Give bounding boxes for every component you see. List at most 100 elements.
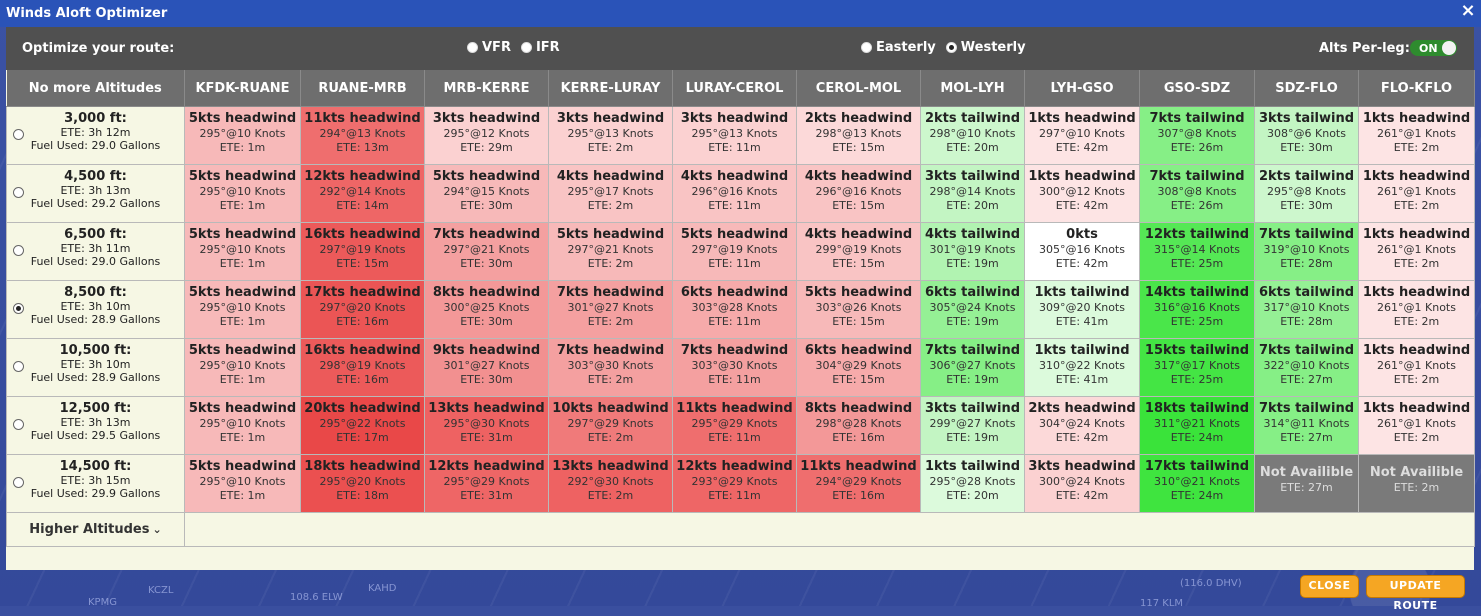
leg-cell: 1kts headwind 300°@12 Knots ETE: 42m <box>1024 164 1140 223</box>
wind-component: 6kts headwind <box>804 343 913 358</box>
higher-altitudes-button[interactable]: Higher Altitudes ⌄ <box>6 512 185 547</box>
update-route-button[interactable]: UPDATE ROUTE <box>1366 575 1465 612</box>
alts-per-leg-toggle[interactable]: ON <box>1410 40 1457 56</box>
altitude-radio[interactable] <box>13 419 24 430</box>
wind-detail: 314°@11 Knots <box>1263 417 1350 430</box>
altitude-cell[interactable]: 10,500 ft: ETE: 3h 10m Fuel Used: 28.9 Gal… <box>6 338 185 397</box>
altitude-cell[interactable]: 3,000 ft: ETE: 3h 12m Fuel Used: 29.0 Gall… <box>6 106 185 165</box>
altitude-ete: ETE: 3h 13m <box>60 416 131 429</box>
leg-ete: ETE: 2m <box>587 373 634 386</box>
leg-cell: 15kts tailwind 317°@17 Knots ETE: 25m <box>1139 338 1255 397</box>
wind-detail: 301°@27 Knots <box>567 301 654 314</box>
wind-component: 13kts headwind <box>428 401 545 416</box>
leg-cell: 1kts headwind 261°@1 Knots ETE: 2m <box>1358 164 1475 223</box>
wind-detail: 297°@19 Knots <box>319 243 406 256</box>
leg-cell: 2kts headwind 304°@24 Knots ETE: 42m <box>1024 396 1140 455</box>
leg-ete: ETE: 17m <box>336 431 389 444</box>
leg-ete: ETE: 30m <box>1280 141 1333 154</box>
wind-component: 4kts headwind <box>804 169 913 184</box>
altitude-cell[interactable]: 4,500 ft: ETE: 3h 13m Fuel Used: 29.2 Gall… <box>6 164 185 223</box>
wind-component: 7kts tailwind <box>1149 169 1245 184</box>
leg-ete: ETE: 25m <box>1170 315 1224 328</box>
wind-detail: 299°@19 Knots <box>815 243 902 256</box>
vfr-radio[interactable] <box>467 42 478 53</box>
wind-component: 4kts headwind <box>556 169 665 184</box>
leg-ete: ETE: 14m <box>336 199 389 212</box>
leg-cell: 6kts headwind 304°@29 Knots ETE: 15m <box>796 338 921 397</box>
leg-cell: 7kts tailwind 322°@10 Knots ETE: 27m <box>1254 338 1359 397</box>
wind-component: 9kts headwind <box>432 343 541 358</box>
wind-detail: 293°@29 Knots <box>691 475 778 488</box>
wind-detail: 298°@19 Knots <box>319 359 406 372</box>
no-more-altitudes-header[interactable]: No more Altitudes <box>6 70 185 107</box>
altitude-row: 3,000 ft: ETE: 3h 12m Fuel Used: 29.0 Gall… <box>6 106 1475 165</box>
altitude-cell[interactable]: 6,500 ft: ETE: 3h 11m Fuel Used: 29.0 Gall… <box>6 222 185 281</box>
wind-component: 8kts headwind <box>432 285 541 300</box>
wind-component: 3kts headwind <box>432 111 541 126</box>
altitude-radio[interactable] <box>13 245 24 256</box>
map-label: KCZL <box>148 585 174 596</box>
wind-component: 7kts tailwind <box>924 343 1021 358</box>
leg-cell: 3kts headwind 295°@13 Knots ETE: 2m <box>548 106 673 165</box>
close-icon[interactable]: × <box>1460 0 1476 21</box>
leg-cell: 3kts tailwind 298°@14 Knots ETE: 20m <box>920 164 1025 223</box>
altitude-label: 6,500 ft: <box>64 227 127 242</box>
altitude-radio[interactable] <box>13 187 24 198</box>
leg-cell-unavailable: Not Availible ETE: 27m <box>1254 454 1359 513</box>
leg-cell: 11kts headwind 295°@29 Knots ETE: 11m <box>672 396 797 455</box>
leg-cell: 9kts headwind 301°@27 Knots ETE: 30m <box>424 338 549 397</box>
leg-ete: ETE: 30m <box>460 257 513 270</box>
altitude-radio[interactable] <box>13 477 24 488</box>
wind-component: 18kts headwind <box>304 459 421 474</box>
wind-detail: 315°@14 Knots <box>1154 243 1240 256</box>
leg-header: CEROL-MOL <box>796 70 921 107</box>
leg-cell: 13kts headwind 295°@30 Knots ETE: 31m <box>424 396 549 455</box>
wind-component: 7kts tailwind <box>1258 401 1355 416</box>
wind-component: 3kts headwind <box>556 111 665 126</box>
wind-detail: 295°@29 Knots <box>691 417 778 430</box>
leg-cell: 12kts headwind 293°@29 Knots ETE: 11m <box>672 454 797 513</box>
leg-ete: ETE: 1m <box>219 141 266 154</box>
altitude-cell[interactable]: 8,500 ft: ETE: 3h 10m Fuel Used: 28.9 Gall… <box>6 280 185 339</box>
alts-per-leg-label: Alts Per-leg: <box>1319 41 1410 56</box>
wind-component: 10kts headwind <box>552 401 669 416</box>
leg-ete: ETE: 24m <box>1170 431 1224 444</box>
leg-ete: ETE: 42m <box>1055 141 1109 154</box>
altitude-radio[interactable] <box>13 129 24 140</box>
optimize-label: Optimize your route: <box>22 41 175 56</box>
leg-ete: ETE: 19m <box>946 257 999 270</box>
easterly-radio[interactable] <box>861 42 872 53</box>
altitude-radio[interactable] <box>13 303 24 314</box>
optimizer-panel: Optimize your route: VFR IFR Easterly We… <box>6 27 1475 570</box>
altitude-label: 4,500 ft: <box>64 169 127 184</box>
wind-detail: 301°@27 Knots <box>443 359 530 372</box>
wind-component: 5kts headwind <box>188 401 297 416</box>
wind-detail: 297°@19 Knots <box>691 243 778 256</box>
wind-detail: 295°@10 Knots <box>199 243 286 256</box>
toggle-label: ON <box>1419 42 1438 55</box>
leg-cell: 1kts headwind 261°@1 Knots ETE: 2m <box>1358 280 1475 339</box>
leg-ete: ETE: 30m <box>460 373 513 386</box>
ifr-radio[interactable] <box>520 42 532 53</box>
wind-detail: 292°@14 Knots <box>319 185 406 198</box>
leg-ete: ETE: 42m <box>1055 489 1109 502</box>
altitude-fuel: Fuel Used: 29.9 Gallons <box>30 487 161 500</box>
leg-ete: ETE: 19m <box>946 373 999 386</box>
wind-component: 5kts headwind <box>432 169 541 184</box>
leg-header: KFDK-RUANE <box>184 70 301 107</box>
westerly-radio[interactable] <box>945 42 957 53</box>
wind-detail: 304°@29 Knots <box>815 359 902 372</box>
wind-component: 12kts tailwind <box>1144 227 1250 242</box>
altitude-fuel: Fuel Used: 29.5 Gallons <box>30 429 161 442</box>
altitude-cell[interactable]: 14,500 ft: ETE: 3h 15m Fuel Used: 29.9 Gal… <box>6 454 185 513</box>
close-button[interactable]: CLOSE <box>1300 575 1359 598</box>
map-label: 108.6 ELW <box>290 592 343 603</box>
leg-cell: 10kts headwind 297°@29 Knots ETE: 2m <box>548 396 673 455</box>
altitude-fuel: Fuel Used: 28.9 Gallons <box>30 371 161 384</box>
leg-cell: 5kts headwind 295°@10 Knots ETE: 1m <box>184 396 301 455</box>
altitude-radio[interactable] <box>13 361 24 372</box>
wind-detail: 310°@22 Knots <box>1039 359 1125 372</box>
altitude-cell[interactable]: 12,500 ft: ETE: 3h 13m Fuel Used: 29.5 Gal… <box>6 396 185 455</box>
leg-cell: 1kts tailwind 310°@22 Knots ETE: 41m <box>1024 338 1140 397</box>
wind-detail: 317°@17 Knots <box>1154 359 1240 372</box>
